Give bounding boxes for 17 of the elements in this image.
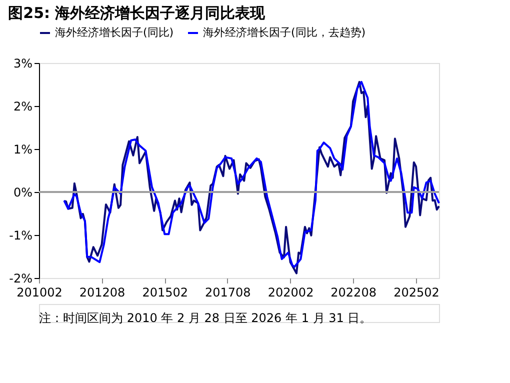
y-tick-label: 0%	[13, 186, 32, 200]
x-tick-label: 201208	[79, 286, 126, 300]
y-tick-label: 3%	[13, 56, 32, 70]
x-tick-label: 201002	[16, 286, 62, 300]
legend-label: 海外经济增长因子(同比)	[55, 26, 174, 39]
text: 注：时间区间为 2010 年 2 月 28 日至 2026 年 1 月 31 日。	[39, 311, 372, 325]
x-tick-label: 201708	[205, 286, 251, 300]
x-tick-label: 201502	[142, 286, 188, 300]
y-tick-label: -2%	[9, 272, 32, 286]
chart-title: 图25: 海外经济增长因子逐月同比表现	[8, 4, 266, 22]
legend-label: 海外经济增长因子(同比，去趋势)	[203, 26, 366, 39]
y-tick-label: -1%	[9, 228, 32, 242]
x-tick-label: 202002	[268, 286, 314, 300]
y-tick-label: 2%	[13, 100, 32, 114]
y-tick-label: 1%	[13, 142, 32, 156]
x-tick-label: 202502	[394, 286, 440, 300]
x-tick-label: 202208	[330, 286, 376, 300]
